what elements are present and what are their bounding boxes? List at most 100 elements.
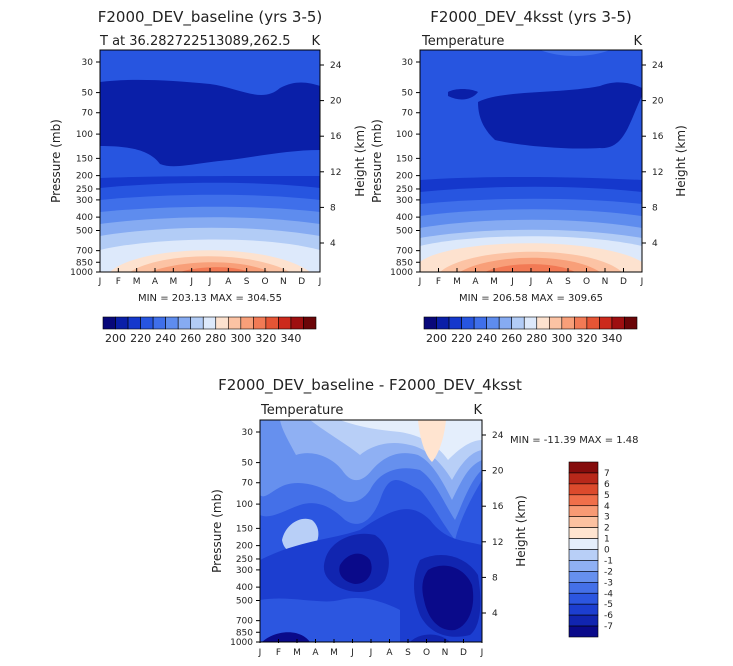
y-tick-label: 150 [396, 154, 413, 164]
x-tick-label: N [442, 648, 449, 658]
y-right-tick-label: 8 [330, 203, 336, 213]
colorbar-label: 240 [476, 332, 497, 345]
panel-3-y-label-right: Height (km) [514, 495, 528, 566]
colorbar-swatch [599, 316, 613, 330]
colorbar-swatch [498, 316, 513, 330]
x-tick-label: M [330, 648, 338, 658]
y-tick-label: 70 [82, 109, 94, 119]
panel-1-y-label-right: Height (km) [353, 125, 367, 196]
colorbar-label: 300 [551, 332, 572, 345]
panel-2-y-ticks-right: 24 20 16 12 8 4 [642, 61, 664, 249]
y-right-tick-label: 16 [330, 132, 342, 142]
colorbar-swatch [165, 316, 179, 330]
colorbar-swatch [240, 316, 254, 330]
colorbar-label: 6 [604, 480, 610, 490]
x-tick-label: O [261, 277, 268, 287]
colorbar-label: 200 [105, 332, 126, 345]
panel-1-title: F2000_DEV_baseline (yrs 3-5) [98, 8, 323, 27]
colorbar-swatch [140, 316, 154, 330]
colorbar-swatch [586, 316, 600, 330]
y-tick-label: 500 [76, 226, 93, 236]
x-tick-label: S [244, 277, 250, 287]
colorbar-label: 320 [576, 332, 597, 345]
x-tick-label: J [258, 648, 262, 658]
panel-1-contours [100, 50, 320, 272]
panel-1-y-label: Pressure (mb) [49, 119, 63, 203]
y-tick-label: 70 [242, 479, 254, 489]
y-tick-label: 250 [76, 185, 93, 195]
colorbar-swatch [152, 316, 166, 330]
contour-band [339, 553, 372, 584]
colorbar-swatch [473, 316, 487, 330]
colorbar-swatch [523, 316, 538, 330]
x-tick-label: A [312, 648, 319, 658]
panel-4ksst: F2000_DEV_4ksst (yrs 3-5) Temperature K … [370, 8, 688, 345]
colorbar-swatch [561, 316, 575, 330]
y-right-tick-label: 20 [330, 97, 342, 107]
panel-3-units: K [473, 403, 482, 418]
panel-2-y-label-right: Height (km) [674, 125, 688, 196]
colorbar-swatch [436, 316, 450, 330]
y-tick-label: 150 [76, 154, 93, 164]
y-tick-label: 400 [76, 213, 93, 223]
colorbar-swatch [127, 316, 141, 330]
contour-band [478, 82, 642, 149]
colorbar-label: 220 [451, 332, 472, 345]
colorbar-swatch [265, 316, 279, 330]
colorbar-label: 260 [501, 332, 522, 345]
colorbar-label: 280 [526, 332, 547, 345]
panel-1-units: K [311, 34, 320, 49]
y-tick-label: 1000 [70, 268, 93, 278]
y-tick-label: 50 [82, 89, 94, 99]
x-tick-label: J [208, 277, 212, 287]
colorbar-swatch [190, 316, 204, 330]
panel-3-contours [260, 420, 482, 642]
colorbar-label: 200 [426, 332, 447, 345]
colorbar-swatch [115, 316, 129, 330]
colorbar-label: 220 [130, 332, 151, 345]
colorbar-swatch [568, 527, 599, 539]
x-tick-label: F [436, 277, 441, 287]
colorbar-swatch [177, 316, 192, 330]
panel-2-y-label: Pressure (mb) [370, 119, 384, 203]
panel-2-contours [420, 50, 642, 272]
x-tick-label: D [460, 648, 467, 658]
colorbar-swatch [227, 316, 242, 330]
x-tick-label: J [98, 277, 102, 287]
colorbar-label: 3 [604, 513, 610, 523]
panel-3-title: F2000_DEV_baseline - F2000_DEV_4ksst [218, 376, 522, 395]
colorbar-label: 280 [205, 332, 226, 345]
colorbar-swatch [461, 316, 475, 330]
y-tick-label: 200 [396, 172, 413, 182]
y-tick-label: 30 [402, 58, 414, 68]
y-right-tick-label: 8 [652, 203, 658, 213]
y-tick-label: 100 [76, 130, 93, 140]
y-tick-label: 250 [236, 555, 253, 565]
colorbar-swatch [536, 316, 550, 330]
y-tick-label: 700 [76, 247, 93, 257]
x-tick-label: M [293, 648, 301, 658]
colorbar-swatch [568, 560, 599, 572]
colorbar-swatch [215, 316, 229, 330]
colorbar-swatch [102, 316, 116, 330]
x-tick-label: M [133, 277, 141, 287]
y-tick-label: 500 [396, 226, 413, 236]
colorbar-swatch [568, 461, 599, 474]
x-tick-label: N [280, 277, 287, 287]
contour-band [100, 79, 320, 167]
colorbar-label: 2 [604, 524, 610, 534]
colorbar-swatch [486, 316, 500, 330]
x-tick-label: A [546, 277, 553, 287]
y-right-tick-label: 20 [492, 467, 504, 477]
colorbar-swatch [202, 316, 217, 330]
colorbar-label: -4 [604, 589, 613, 599]
colorbar-swatch [548, 316, 563, 330]
y-right-tick-label: 16 [492, 502, 504, 512]
colorbar-swatch [568, 571, 599, 583]
